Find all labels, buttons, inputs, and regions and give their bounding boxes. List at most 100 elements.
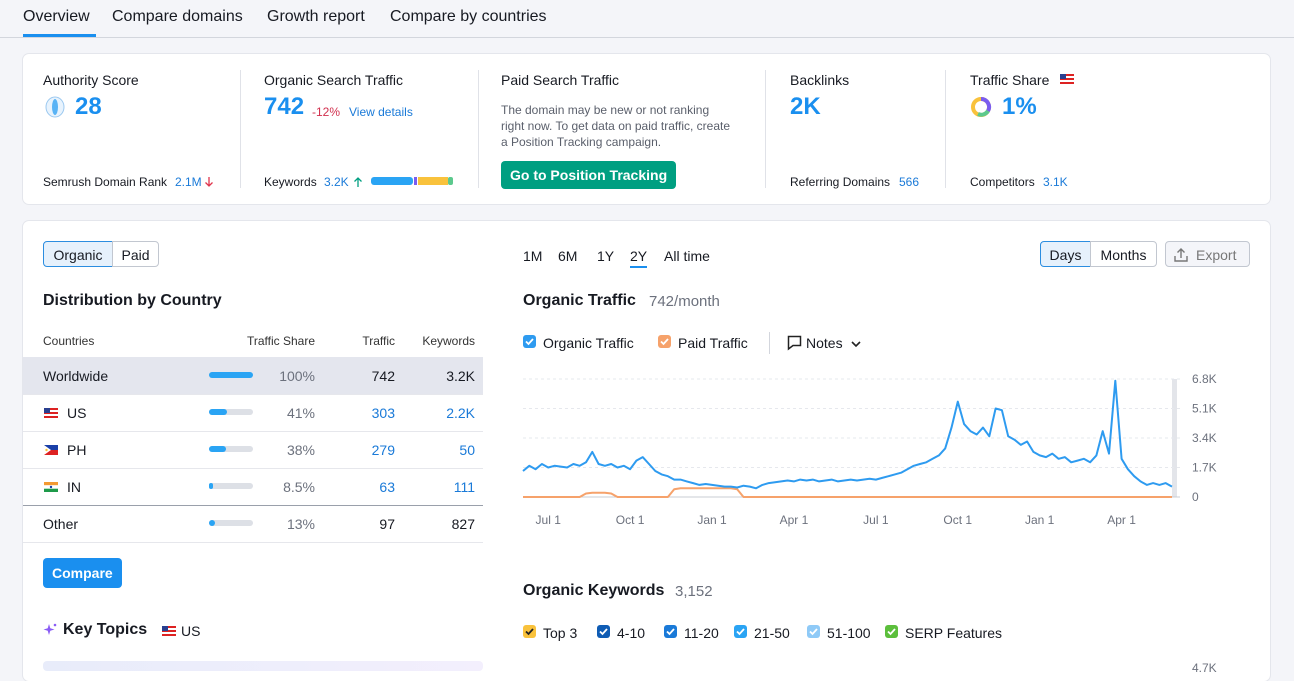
flag	[44, 482, 58, 492]
view-details-link[interactable]: View details	[349, 105, 413, 119]
share-bar	[209, 409, 227, 415]
filter-label[interactable]: 4-10	[617, 625, 646, 641]
keywords-value: 3.2K	[446, 368, 475, 384]
table-row: Worldwide 100% 742 3.2K	[23, 357, 483, 395]
x-tick-label: Oct 1	[943, 513, 972, 527]
filter-label[interactable]: 11-20	[684, 625, 719, 641]
tab[interactable]: Growth report	[267, 8, 365, 25]
footer-label: Referring Domains	[790, 175, 891, 189]
filter-checkbox[interactable]	[523, 625, 536, 638]
keywords-value[interactable]: 50	[459, 442, 475, 458]
share-bar	[209, 372, 253, 378]
traffic-value[interactable]: 303	[371, 405, 395, 421]
check	[809, 628, 818, 636]
country-label: US	[181, 623, 201, 639]
period-button[interactable]: 1M	[523, 248, 543, 264]
tab-divider	[0, 37, 1294, 38]
table-row: IN 8.5% 63 111	[23, 468, 483, 506]
filter-checkbox[interactable]	[734, 625, 747, 638]
export-button[interactable]: Export	[1165, 241, 1250, 267]
traffic-value[interactable]: 63	[379, 479, 395, 495]
legend-checkbox[interactable]	[523, 335, 536, 348]
legend-label[interactable]: Paid Traffic	[678, 335, 748, 351]
filter-checkbox[interactable]	[597, 625, 610, 638]
country-name: IN	[67, 479, 81, 495]
traffic-share: 13%	[286, 516, 315, 532]
footer-value[interactable]: 2.1M	[175, 175, 202, 189]
legend-checkbox[interactable]	[658, 335, 671, 348]
x-tick-label: Apr 1	[780, 513, 809, 527]
x-tick-label: Jan 1	[697, 513, 727, 527]
down-arrow	[205, 177, 213, 187]
footer-value[interactable]: 3.2K	[324, 175, 349, 189]
traffic-value[interactable]: 279	[371, 442, 395, 458]
table-row: PH 38% 279 50	[23, 431, 483, 469]
divider	[945, 70, 946, 188]
authority-icon	[45, 96, 65, 118]
country-name: Other	[43, 516, 79, 532]
toggle-button[interactable]: Paid	[112, 241, 159, 267]
footer-value[interactable]: 3.1K	[1043, 175, 1068, 189]
metric-change: -12%	[312, 105, 341, 119]
section-title: Key Topics	[63, 621, 148, 638]
share-bar-track	[209, 409, 253, 415]
position-tracking-button[interactable]: Go to Position Tracking	[501, 161, 677, 189]
metric-value: 2K	[790, 93, 821, 120]
filter-label[interactable]: 21-50	[754, 625, 790, 641]
footer-label: Semrush Domain Rank	[43, 175, 168, 189]
tab[interactable]: Overview	[23, 8, 90, 25]
y-tick-label: 3.4K	[1192, 431, 1217, 445]
filter-checkbox[interactable]	[664, 625, 677, 638]
check	[599, 628, 608, 636]
metric-message: The domain may be new or not ranking rig…	[501, 103, 731, 149]
metric-label: Organic Search Traffic	[264, 72, 404, 88]
y-tick-label: 4.7K	[1192, 661, 1217, 675]
metric-label: Traffic Share	[970, 72, 1050, 88]
chart-subtitle: 742/month	[649, 293, 720, 310]
flag-us	[162, 626, 176, 636]
country-name: US	[67, 405, 87, 421]
period-button[interactable]: All time	[664, 248, 710, 264]
y-tick-label: 1.7K	[1192, 461, 1217, 475]
tab[interactable]: Compare domains	[112, 8, 243, 25]
filter-label[interactable]: SERP Features	[905, 625, 1003, 641]
tab[interactable]: Compare by countries	[390, 8, 547, 25]
column-header: Traffic Share	[246, 334, 315, 348]
granularity-button[interactable]: Months	[1090, 241, 1157, 267]
flag	[44, 445, 58, 455]
filter-checkbox[interactable]	[885, 625, 898, 638]
legend-divider	[769, 332, 770, 354]
notes-icon	[787, 335, 802, 351]
section-value: 3,152	[675, 583, 713, 600]
x-tick-label: Apr 1	[1107, 513, 1136, 527]
granularity-button[interactable]: Days	[1040, 241, 1091, 267]
chart-end-band	[1172, 379, 1177, 497]
filter-checkbox[interactable]	[807, 625, 820, 638]
notes-button[interactable]: Notes	[806, 335, 843, 351]
chart-title: Organic Traffic	[523, 292, 636, 309]
share-bar	[209, 446, 226, 452]
keywords-value: 827	[451, 516, 475, 532]
share-bar-track	[209, 483, 253, 489]
line-series	[523, 487, 1172, 498]
column-header: Keywords	[422, 334, 475, 348]
keywords-value[interactable]: 2.2K	[446, 405, 475, 421]
x-tick-label: Jan 1	[1025, 513, 1055, 527]
footer-label: Competitors	[970, 175, 1035, 189]
up-arrow	[354, 177, 362, 187]
filter-label[interactable]: Top 3	[543, 625, 578, 641]
compare-button[interactable]: Compare	[43, 558, 122, 588]
period-button[interactable]: 2Y	[630, 248, 648, 268]
filter-label[interactable]: 51-100	[827, 625, 871, 641]
toggle-button[interactable]: Organic	[43, 241, 113, 267]
country-name: Worldwide	[43, 368, 109, 384]
period-button[interactable]: 1Y	[597, 248, 615, 264]
footer-value[interactable]: 566	[899, 175, 920, 189]
keywords-value[interactable]: 111	[453, 479, 475, 495]
check	[660, 338, 669, 346]
share-bar-track	[209, 520, 253, 526]
period-button[interactable]: 6M	[558, 248, 578, 264]
legend-label[interactable]: Organic Traffic	[543, 335, 634, 351]
tab-underline	[23, 34, 96, 37]
